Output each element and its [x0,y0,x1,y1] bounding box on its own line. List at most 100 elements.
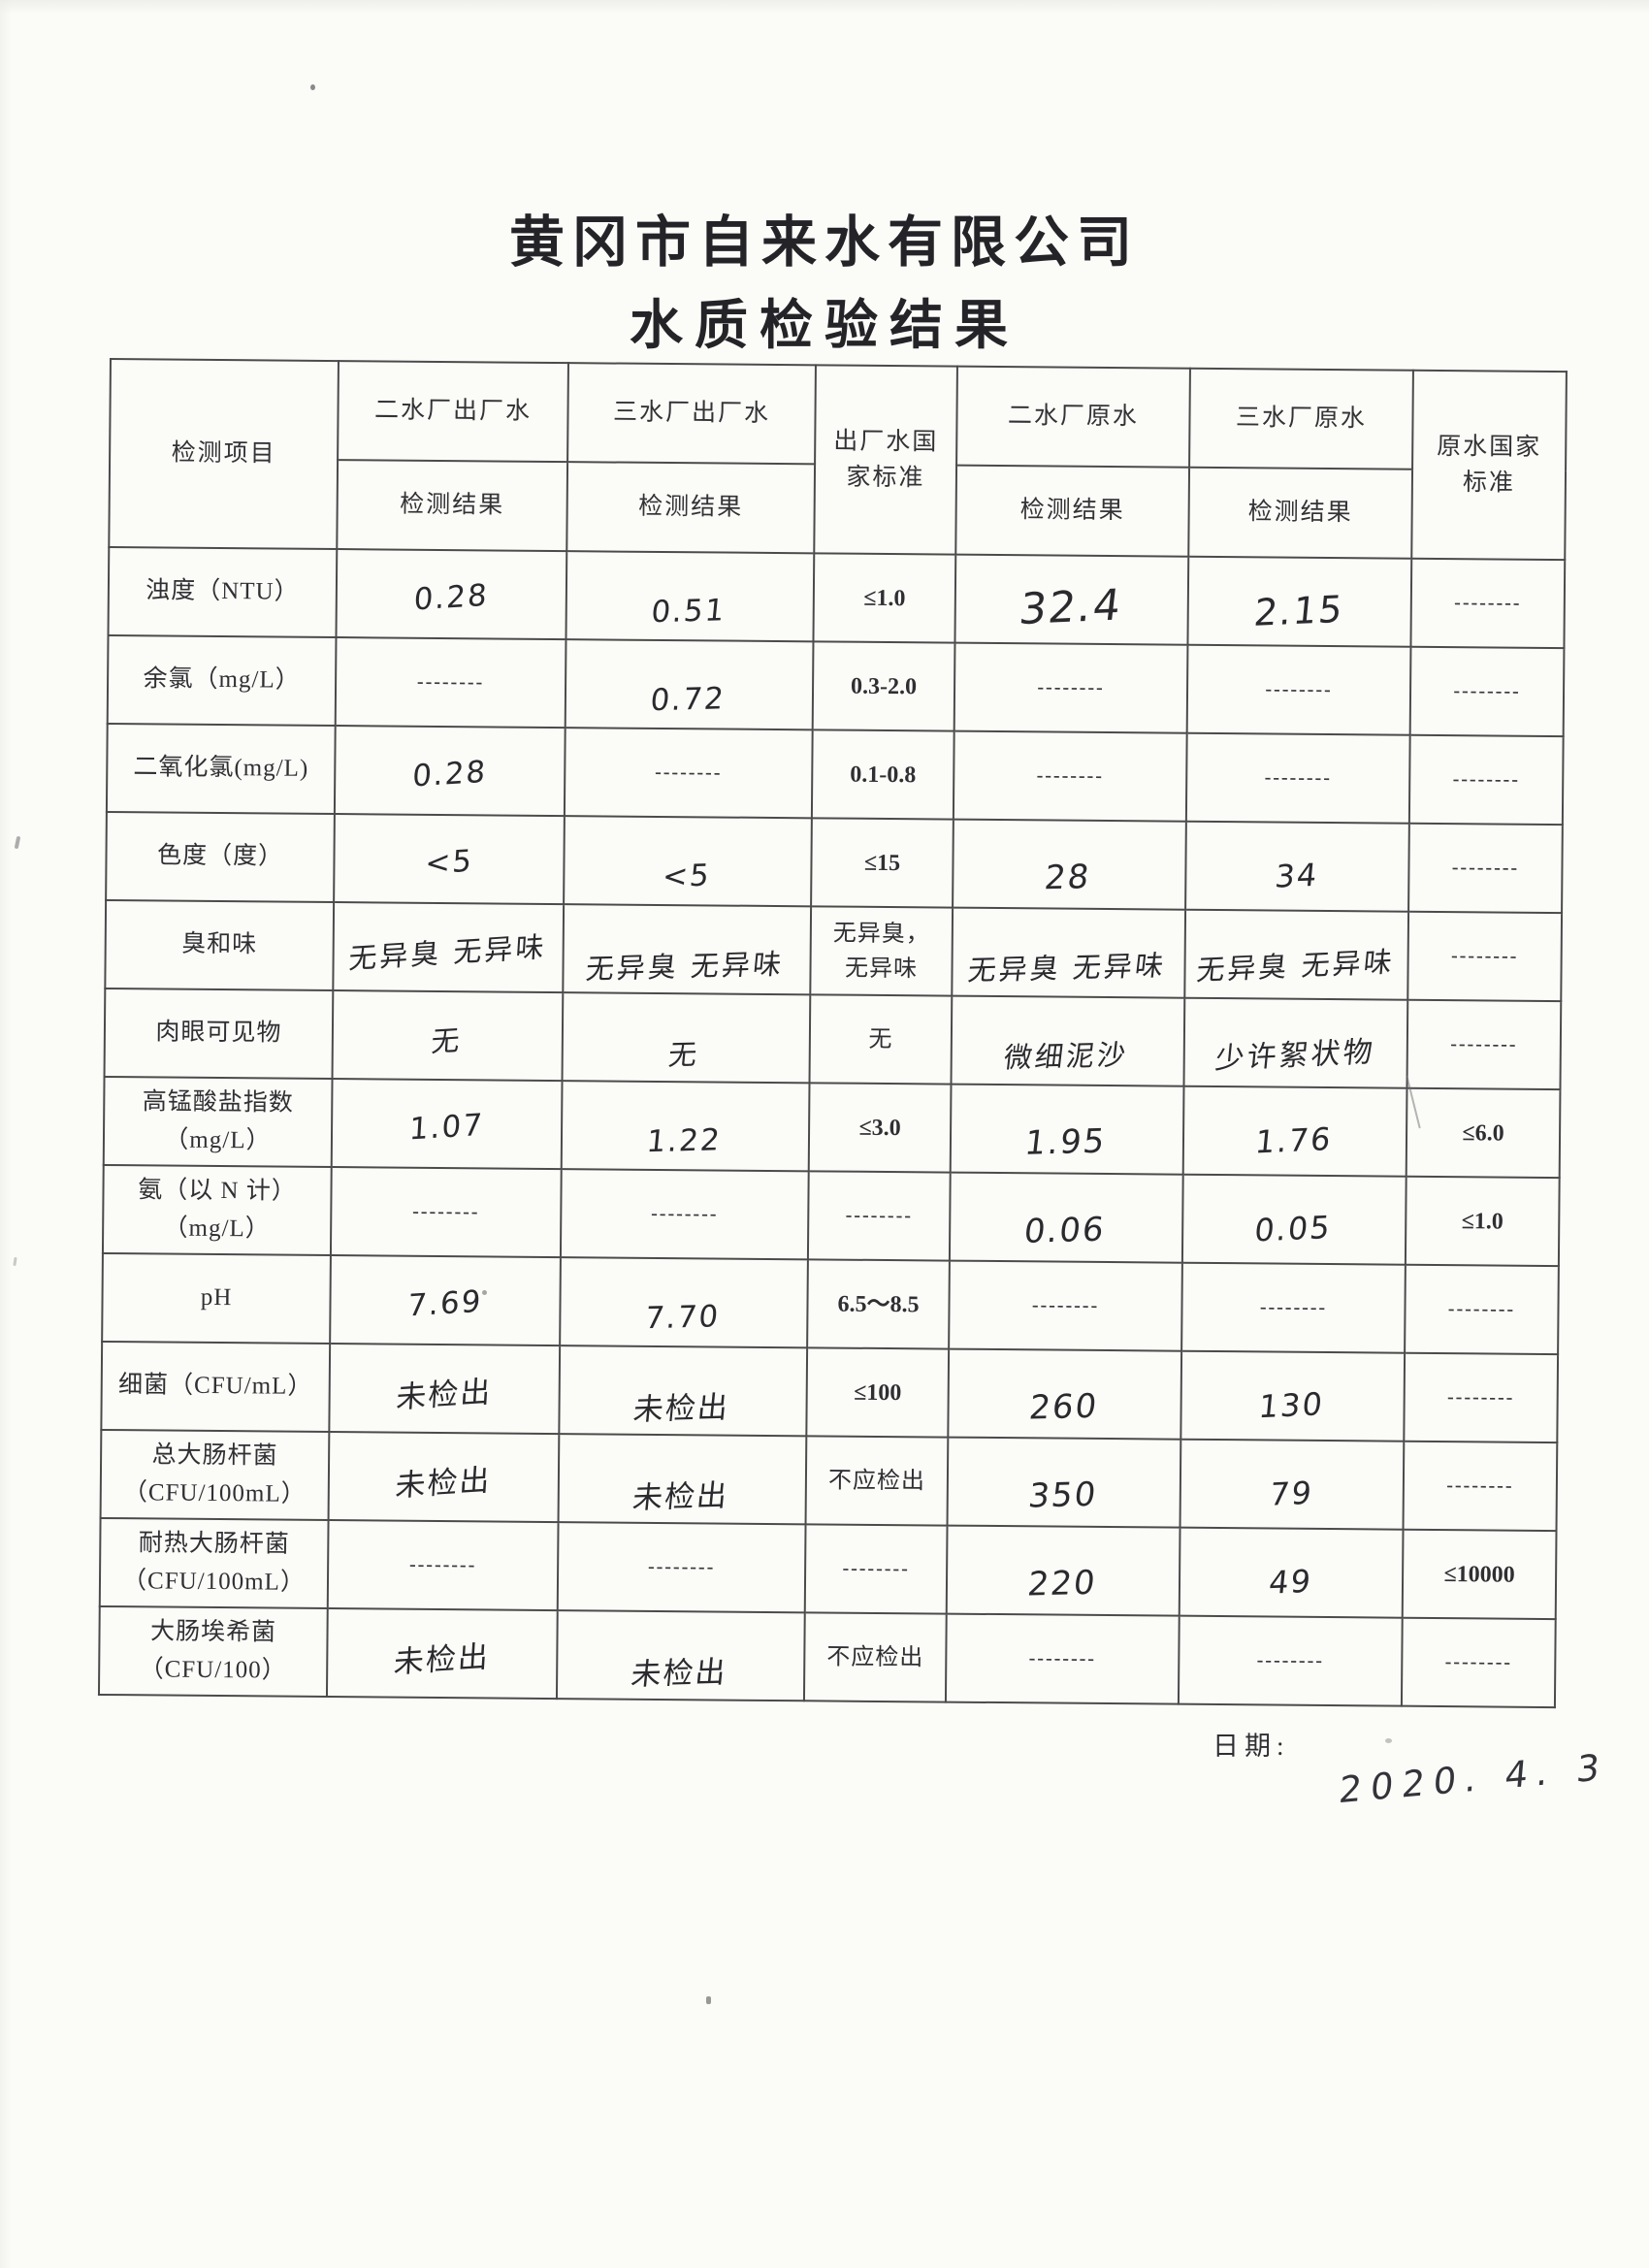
cell: 7.70 [560,1257,808,1348]
row-label: 细菌（CFU/mL） [101,1341,331,1433]
cell: 无 [809,994,953,1085]
date-label: 日期: [1212,1732,1290,1761]
handwritten-value: 少许絮状物 [1212,1034,1376,1076]
printed-value: 0.1-0.8 [850,761,917,788]
cell: <5 [334,814,565,905]
cell: 2.15 [1187,556,1412,647]
cell: 未检出 [329,1344,561,1435]
cell: 未检出 [559,1345,808,1437]
cell: -------- [564,728,813,819]
table-body: 浊度（NTU） 0.28 0.51 ≤1.0 32.4 2.15 -------- 余氯（mg… [98,547,1566,1708]
handwritten-value: 无异臭 无异味 [347,929,548,975]
handwritten-value: 无异臭 无异味 [584,947,787,986]
printed-value: -------- [1028,1647,1097,1669]
cell: 1.22 [561,1081,810,1172]
printed-value: -------- [1264,766,1333,790]
table-row: pH 7.69 7.70 6.5～8.5 -------- -------- -------… [102,1252,1559,1355]
cell: -------- [557,1522,806,1613]
handwritten-value: 未检出 [631,1389,731,1428]
printed-value: 无 [868,1026,893,1053]
handwritten-value: 1.22 [644,1121,724,1159]
printed-value: 不应检出 [826,1644,924,1670]
row-label: 二氧化氯(mg/L) [106,723,336,815]
handwritten-value: 0.28 [412,577,490,618]
cell: ≤10000 [1402,1529,1557,1620]
cell: 0.28 [336,549,567,640]
cell: 0.05 [1181,1174,1406,1265]
cell: -------- [560,1169,809,1260]
cell: 无异臭， 无异味 [810,906,954,996]
table-header: 检测项目 二水厂出厂水 三水厂出厂水 出厂水国 家标准 二水厂原水 三水厂原水 原水国家 标… [109,359,1567,561]
handwritten-value: 260 [1026,1386,1100,1428]
cell: -------- [1404,1352,1559,1443]
column-header: 二水厂原水 [956,366,1190,468]
handwritten-value: 未检出 [629,1654,729,1693]
cell: 微细泥沙 [951,995,1185,1086]
cell: 28 [953,819,1186,910]
handwritten-value: 32.4 [1017,580,1125,635]
row-label: 耐热大肠杆菌 （CFU/100mL） [99,1517,329,1609]
row-label: 氨（以 N 计） （mg/L） [102,1164,332,1256]
cell: 不应检出 [805,1436,949,1526]
cell: -------- [1408,823,1563,914]
printed-value: -------- [1444,1651,1513,1673]
column-header: 三水厂原水 [1189,368,1413,470]
table-row: 耐热大肠杆菌 （CFU/100mL） -------- -------- ------… [99,1517,1557,1620]
document-title: 黄冈市自来水有限公司 [509,211,1140,274]
printed-value: -------- [1259,1296,1328,1318]
cell: 6.5～8.5 [807,1259,950,1349]
cell: -------- [945,1613,1180,1704]
column-header-standard: 原水国家 标准 [1411,370,1567,561]
handwritten-value: 0.51 [649,592,728,630]
printed-value: -------- [1454,592,1522,614]
column-header-standard: 出厂水国 家标准 [814,365,957,555]
cell: 未检出 [556,1610,805,1701]
row-label: 余氯（mg/L） [107,634,337,727]
printed-value: -------- [1256,1649,1325,1671]
document-subtitle: 水质检验结果 [629,295,1019,355]
printed-value: -------- [842,1557,910,1580]
printed-value: ≤100 [854,1379,902,1406]
printed-value: -------- [845,1204,914,1227]
row-label: 肉眼可见物 [104,988,334,1080]
printed-value: ≤10000 [1443,1561,1515,1588]
printed-value: -------- [1450,945,1519,967]
handwritten-value: 0.72 [648,680,728,718]
cell: 无异臭 无异味 [333,902,565,993]
cell: ≤3.0 [808,1083,952,1173]
printed-value: ≤1.0 [1461,1208,1504,1235]
handwritten-value: 无 [667,1037,702,1072]
handwritten-value: 1.07 [407,1107,485,1148]
cell: 无异臭 无异味 [1184,909,1409,1000]
table-row: 肉眼可见物无无无微细泥沙 少许絮状物 -------- [104,988,1562,1090]
table-row: 浊度（NTU） 0.28 0.51 ≤1.0 32.4 2.15 -------- [108,547,1566,649]
cell: 无 [562,992,811,1084]
date-line: 日期: 2020. 4. 3 [1212,1725,1610,1811]
row-label: 臭和味 [105,899,335,991]
row-label: 总大肠杆菌 （CFU/100mL） [100,1429,330,1521]
printed-value: ≤3.0 [858,1115,901,1141]
handwritten-value: <5 [423,842,474,882]
cell: 260 [948,1348,1182,1440]
scan-speck [13,1256,17,1267]
column-header: 二水厂出厂水 [338,361,568,463]
handwritten-value: 未检出 [394,1462,493,1505]
printed-value: -------- [1452,768,1520,791]
cell: -------- [1178,1615,1403,1706]
cell: 无异臭 无异味 [563,904,812,995]
cell: <5 [564,816,812,907]
cell: 0.06 [949,1172,1183,1263]
printed-value: -------- [1446,1474,1514,1497]
table-row: 总大肠杆菌 （CFU/100mL） 未检出 未检出 不应检出 350 79 -------- [100,1429,1558,1532]
printed-value: -------- [651,1202,719,1225]
handwritten-value: 0.28 [411,754,489,794]
cell: 未检出 [558,1434,807,1525]
cell: -------- [807,1171,951,1261]
cell: 350 [947,1437,1181,1528]
handwritten-value: 7.69 [406,1283,484,1324]
column-subheader: 检测结果 [566,462,816,554]
printed-value: ≤15 [863,850,901,876]
printed-value: -------- [647,1555,716,1578]
date-value-handwritten: 2020. 4. 3 [1337,1745,1610,1812]
